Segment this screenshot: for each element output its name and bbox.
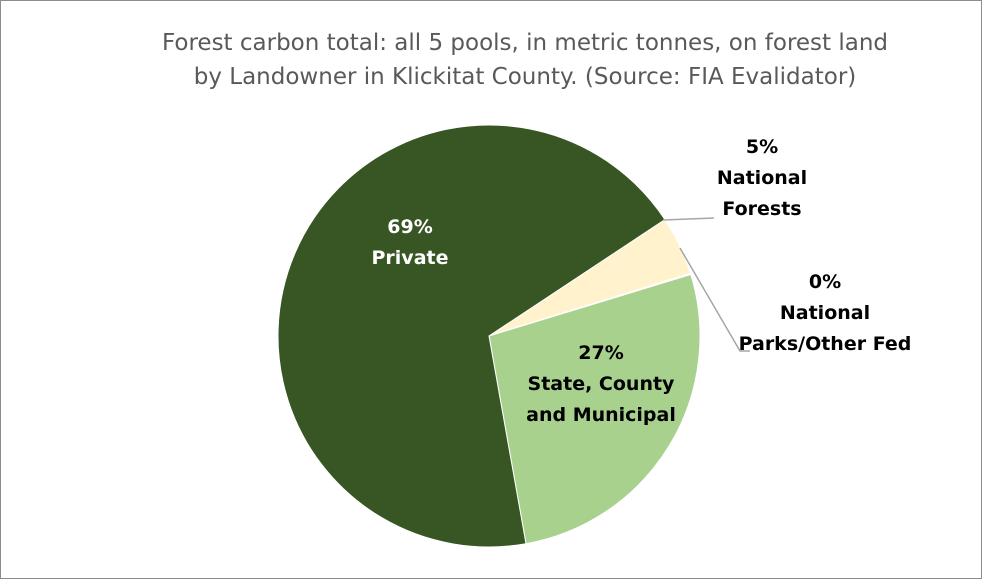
slice-label-2-line-0: 27% <box>578 342 623 364</box>
chart-title: Forest carbon total: all 5 pools, in met… <box>0 26 982 94</box>
chart-title-line-2: by Landowner in Klickitat County. (Sourc… <box>193 64 857 90</box>
slice-label-3-line-1: Private <box>372 247 449 269</box>
pie-slice-2 <box>488 273 701 545</box>
pie-slice-3 <box>277 124 666 548</box>
slice-label-2-line-2: and Municipal <box>526 404 676 426</box>
slice-label-0-line-0: 5% <box>746 136 778 158</box>
slice-label-0: 5% National Forests <box>717 136 807 220</box>
slice-label-1-line-2: Parks/Other Fed <box>739 333 912 355</box>
slice-label-2-line-1: State, County <box>528 373 676 395</box>
chart-title-line-1: Forest carbon total: all 5 pools, in met… <box>161 30 889 56</box>
slice-label-3-line-0: 69% <box>387 216 432 238</box>
slice-label-0-line-2: Forests <box>722 198 801 220</box>
slice-label-3: 69% Private <box>372 216 449 269</box>
leader-line-0 <box>662 217 715 221</box>
slice-label-0-line-1: National <box>717 167 807 189</box>
slice-label-1-line-1: National <box>780 302 870 324</box>
slice-label-2: 27% State, County and Municipal <box>526 342 676 426</box>
leader-line-1 <box>679 247 750 352</box>
slice-label-1-line-0: 0% <box>809 271 841 293</box>
slice-label-1: 0% National Parks/Other Fed <box>739 271 912 355</box>
